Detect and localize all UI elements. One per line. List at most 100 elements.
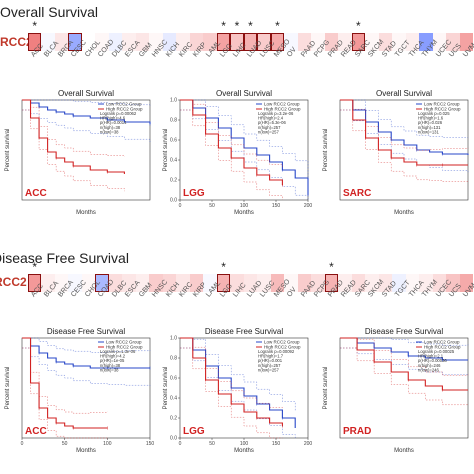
section-title-disease-free-survival: Disease Free Survival bbox=[0, 250, 129, 266]
confidence-upper-line bbox=[180, 337, 283, 410]
km-panel-dfs-prad: Disease Free Survival Low RCC2 Group High … bbox=[322, 326, 472, 454]
y-tick-label: 1.0 bbox=[170, 336, 177, 342]
heatmap-strip-os: * * * * * * bbox=[28, 20, 473, 51]
legend-label: High RCC2 Group bbox=[264, 345, 301, 350]
heatmap-cell-kirc bbox=[176, 33, 190, 51]
y-axis-label: Percent survival bbox=[163, 129, 169, 172]
cancer-type-label: UCEC bbox=[433, 279, 453, 322]
heatmap-cell-hnsc bbox=[149, 33, 163, 51]
heatmap-cell-lgg: * bbox=[216, 261, 231, 292]
cancer-type-label: PAAD bbox=[298, 40, 317, 82]
stat-text: p(HR)=5.3e-06 bbox=[258, 120, 286, 125]
cancer-type-label: LUSC bbox=[257, 280, 276, 322]
heatmap-cell-acc: * bbox=[28, 261, 42, 292]
stat-text: Logrank p=0.00062 bbox=[100, 111, 137, 116]
cancer-type-label: UVM bbox=[460, 42, 474, 82]
stat-text: n(high)=38 bbox=[100, 363, 121, 368]
heatmap-cell-skcm bbox=[365, 33, 379, 51]
confidence-upper-line bbox=[180, 99, 283, 169]
legend-label: Low RCC2 Group bbox=[264, 340, 300, 345]
x-tick-label: 150 bbox=[272, 203, 281, 209]
stat-text: p(HR)=0.0014 bbox=[100, 120, 127, 125]
plot-frame bbox=[21, 337, 151, 439]
survival-curve-low bbox=[340, 337, 468, 361]
heatmap-cell-ov bbox=[284, 274, 298, 292]
x-tick-label: 50 bbox=[209, 441, 215, 447]
cancer-type-label: DLBC bbox=[109, 280, 128, 322]
stat-text: n(high)=38 bbox=[100, 125, 121, 130]
stat-text: Logrank p=1.3e-06 bbox=[100, 349, 136, 354]
y-tick-label: 0.4 bbox=[170, 396, 177, 402]
y-axis-label: Percent survival bbox=[323, 129, 329, 172]
cancer-type-label: THCA bbox=[406, 39, 426, 82]
gene-label-dfs: RCC2 bbox=[0, 275, 27, 289]
stat-text: HR(high)=2.1 bbox=[418, 354, 444, 359]
cancer-type-label: MESO bbox=[271, 278, 292, 322]
heatmap-cell-meso bbox=[270, 274, 285, 292]
stat-text: n(high)=257 bbox=[258, 125, 281, 130]
heatmap-cell-thca bbox=[405, 274, 420, 292]
stat-text: n(high)=246 bbox=[418, 363, 441, 368]
legend-label: High RCC2 Group bbox=[424, 107, 461, 112]
heatmap-strip-dfs: * * * bbox=[28, 261, 473, 292]
heatmap-cell-thym bbox=[419, 274, 433, 292]
km-plot: Disease Free Survival 0 50 100 150 Low RCC2 G… bbox=[5, 327, 154, 454]
legend-label: High RCC2 Group bbox=[106, 345, 143, 350]
heatmap-cell-lusc bbox=[257, 33, 271, 51]
heatmap-cell-tgct bbox=[392, 33, 406, 51]
heatmap-cell-kich bbox=[162, 274, 177, 292]
cancer-labels-dfs: ACC BLCA BRCA CESC CHOL COAD DLBC ESCA GBM HNSC KI… bbox=[28, 278, 474, 322]
heatmap-cell-luad bbox=[243, 274, 258, 292]
cancer-type-label: KIRP bbox=[190, 281, 208, 322]
x-axis-label: Months bbox=[394, 210, 414, 216]
plot-frame bbox=[339, 337, 469, 439]
heatmap-cell-tgct bbox=[392, 274, 406, 292]
confidence-upper-line bbox=[180, 99, 309, 177]
cancer-type-tag: ACC bbox=[25, 188, 47, 199]
y-tick-label: 0.8 bbox=[170, 118, 177, 124]
y-tick-label: 0.8 bbox=[170, 356, 177, 362]
km-panel-os-acc: Overall Survival Low RCC2 Group High RCC2 … bbox=[4, 88, 154, 216]
heatmap-cell-pcpg bbox=[311, 274, 325, 292]
confidence-upper-line bbox=[22, 337, 108, 414]
stat-text: n(low)=131 bbox=[418, 129, 440, 134]
confidence-upper-line bbox=[340, 337, 469, 376]
heatmap-cell-prad: * bbox=[324, 261, 339, 292]
cancer-type-label: PAAD bbox=[298, 280, 317, 322]
chart-title: Overall Survival bbox=[58, 89, 114, 98]
heatmap-cell-cesc bbox=[68, 33, 82, 51]
legend-label: Low RCC2 Group bbox=[424, 340, 460, 345]
x-tick-label: 0 bbox=[179, 441, 182, 447]
confidence-lower-line bbox=[180, 109, 309, 200]
cancer-type-label: PCPG bbox=[311, 279, 331, 322]
heatmap-cell-coad bbox=[95, 33, 109, 51]
confidence-lower-line bbox=[22, 347, 108, 439]
heatmap-cell-blca bbox=[41, 33, 55, 51]
plot-frame bbox=[339, 99, 469, 201]
heatmap-cell-stad bbox=[378, 274, 393, 292]
confidence-lower-line bbox=[340, 347, 469, 376]
confidence-lower-line bbox=[180, 347, 296, 438]
stat-text: n(high)=257 bbox=[258, 363, 281, 368]
x-tick-label: 100 bbox=[103, 441, 112, 447]
cancer-type-label: ESCA bbox=[122, 279, 142, 322]
cancer-type-label: SARC bbox=[352, 39, 372, 82]
stat-text: p(HR)=0.00036 bbox=[418, 358, 447, 363]
heatmap-cell-prad bbox=[324, 33, 339, 51]
heatmap-cell-lusc bbox=[257, 274, 271, 292]
heatmap-cell-ucs bbox=[446, 33, 460, 51]
cancer-type-label: KIRC bbox=[176, 41, 194, 82]
cancer-type-label: TGCT bbox=[392, 279, 412, 322]
heatmap-cell-esca bbox=[122, 33, 136, 51]
significance-star: * bbox=[248, 19, 253, 33]
cancer-type-label: LGG bbox=[217, 43, 234, 82]
cancer-type-label: LIHC bbox=[230, 42, 248, 82]
survival-curve-high bbox=[340, 337, 468, 391]
y-axis-label: Percent survival bbox=[163, 367, 169, 410]
survival-curve-low bbox=[180, 337, 296, 428]
heatmap-cell-esca bbox=[122, 274, 136, 292]
legend-label: High RCC2 Group bbox=[106, 107, 143, 112]
x-tick-label: 150 bbox=[272, 441, 281, 447]
